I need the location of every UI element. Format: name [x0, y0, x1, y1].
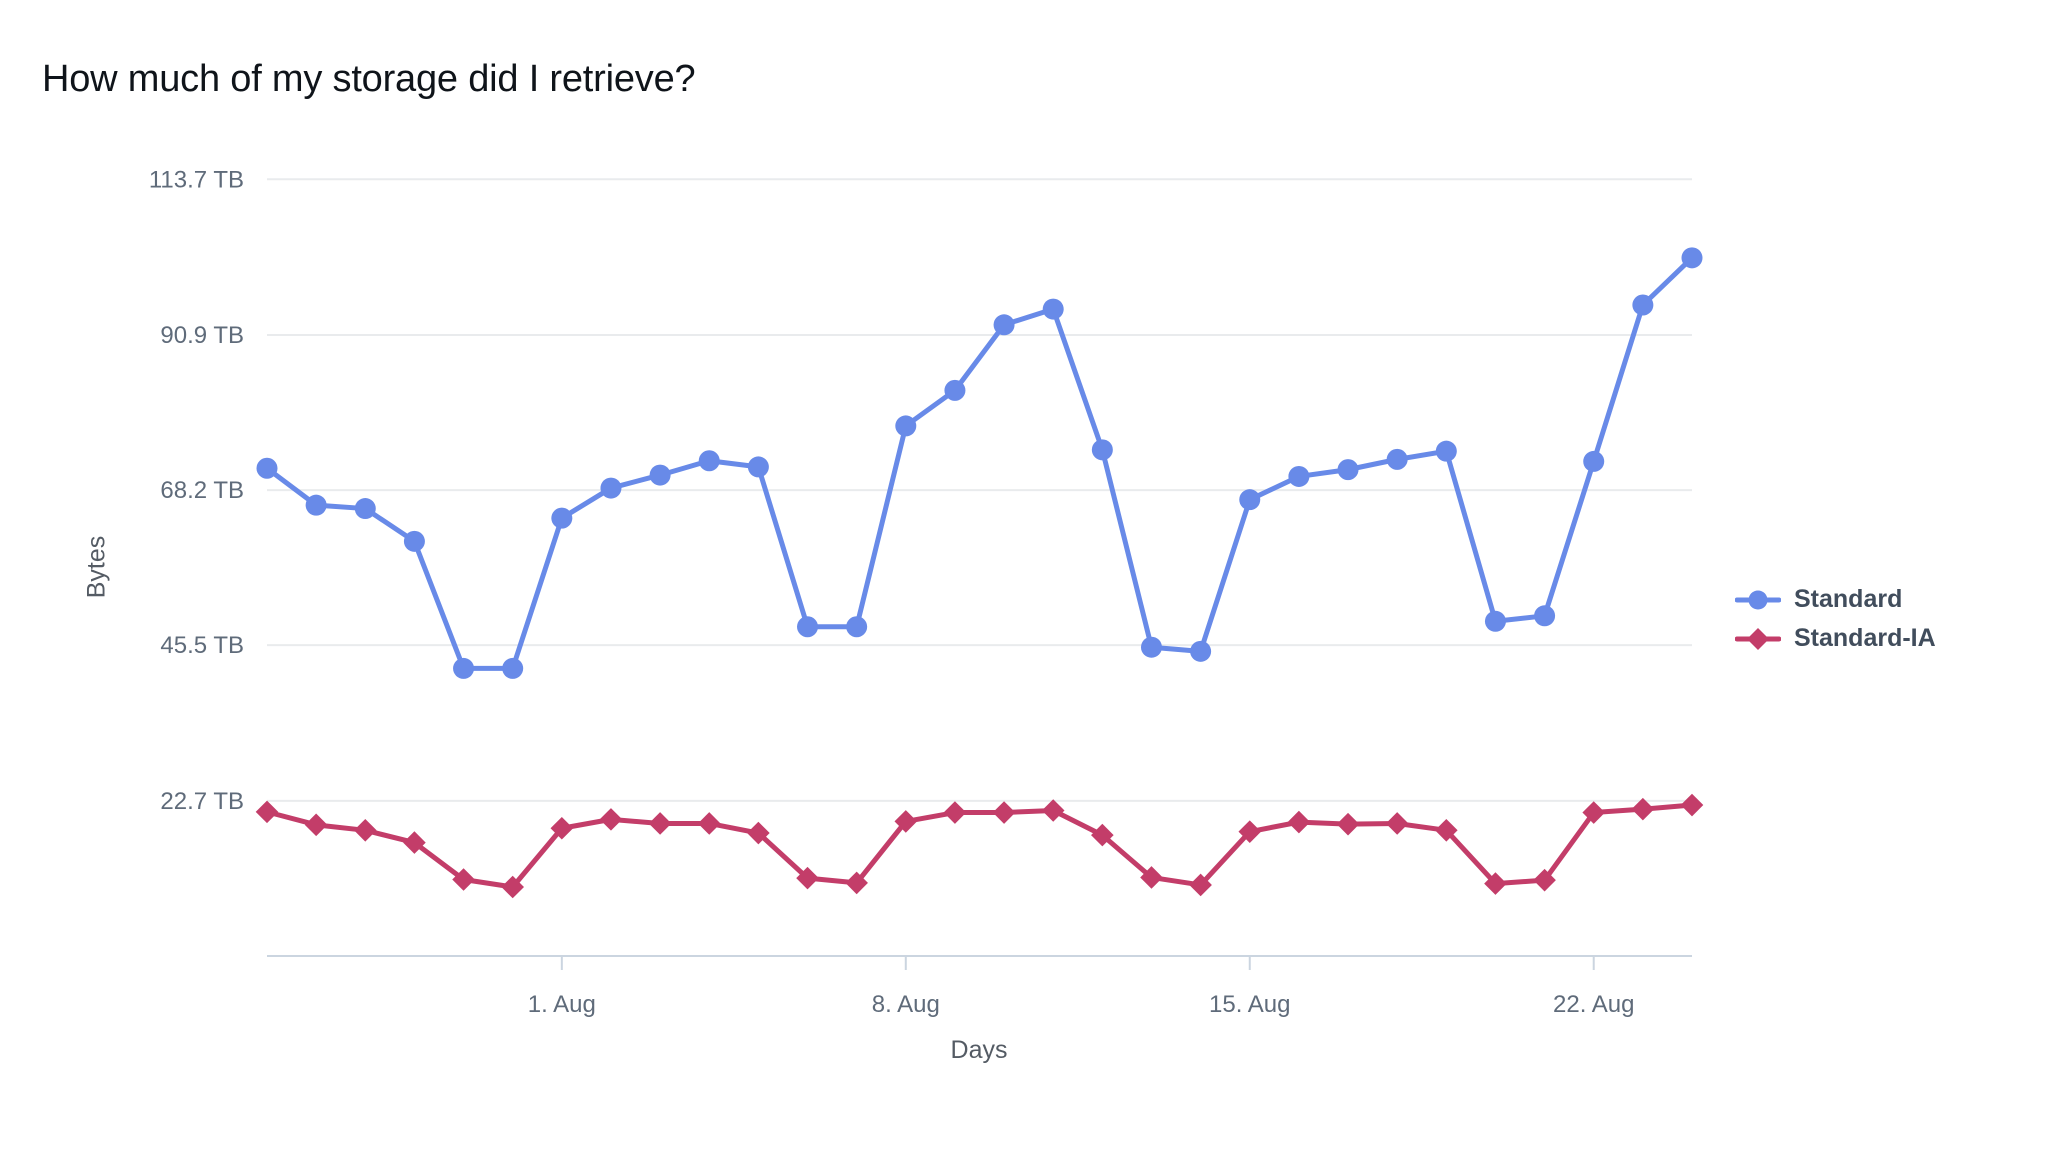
series-standard-point[interactable]	[944, 379, 966, 401]
legend-label-standard-ia: Standard-IA	[1794, 624, 1936, 652]
series-standard-ia-point[interactable]	[992, 801, 1016, 824]
x-tick-label: 22. Aug	[1553, 991, 1634, 1018]
x-axis-title: Days	[950, 1036, 1008, 1064]
series-standard-ia-point[interactable]	[1582, 801, 1606, 824]
series-standard-ia-line	[264, 802, 1695, 890]
series-standard-ia-point[interactable]	[1041, 799, 1065, 822]
series-standard-point[interactable]	[256, 457, 278, 479]
series-standard-ia-point[interactable]	[1189, 873, 1212, 897]
series-standard-ia-point[interactable]	[452, 868, 475, 891]
x-tick-label: 1. Aug	[528, 991, 596, 1018]
legend-item-standard-ia[interactable]: Standard-IA	[1735, 624, 1936, 653]
series-standard-point[interactable]	[1681, 247, 1703, 269]
series-standard-ia-point[interactable]	[1336, 812, 1360, 836]
series-standard-point[interactable]	[305, 494, 327, 516]
series-standard-point[interactable]	[354, 498, 376, 520]
legend-item-standard[interactable]: Standard	[1735, 585, 1936, 614]
series-standard-point[interactable]	[1042, 298, 1064, 320]
series-standard-point[interactable]	[403, 530, 425, 552]
y-axis-title: Bytes	[82, 535, 111, 599]
series-standard-ia-point[interactable]	[648, 812, 672, 835]
series-standard-point[interactable]	[993, 314, 1015, 336]
series-standard-point[interactable]	[502, 657, 524, 679]
series-standard-ia-point[interactable]	[796, 866, 819, 890]
series-standard-ia-point[interactable]	[353, 819, 377, 842]
series-standard-point[interactable]	[453, 657, 475, 679]
series-standard-ia-point[interactable]	[747, 821, 770, 845]
series-standard-point[interactable]	[747, 456, 769, 478]
chart-title: How much of my storage did I retrieve?	[42, 58, 696, 100]
series-standard-point[interactable]	[1632, 294, 1654, 316]
series-standard-ia-point[interactable]	[304, 813, 328, 837]
series-standard-ia-point[interactable]	[1385, 812, 1409, 835]
series-standard-ia-point[interactable]	[1091, 823, 1114, 847]
series-standard-ia-point[interactable]	[1435, 819, 1458, 842]
series-standard-point[interactable]	[649, 464, 671, 486]
legend-marker-circle-icon	[1735, 590, 1781, 609]
series-standard-point[interactable]	[1190, 640, 1212, 662]
series-standard-ia-point[interactable]	[255, 800, 279, 824]
y-tick-label: 90.9 TB	[160, 322, 244, 349]
series-standard-ia-point[interactable]	[845, 871, 868, 895]
series-standard-ia-point[interactable]	[1238, 820, 1262, 843]
series-standard-point[interactable]	[1583, 450, 1605, 472]
series-standard-line	[264, 255, 1695, 671]
series-standard-point[interactable]	[1484, 610, 1506, 632]
series-standard-ia-point[interactable]	[1631, 797, 1655, 821]
series-standard-point[interactable]	[1140, 636, 1162, 658]
series-standard-point[interactable]	[846, 616, 868, 638]
series-standard-point[interactable]	[1534, 605, 1556, 627]
series-standard-point[interactable]	[698, 450, 720, 472]
series-standard-ia-point[interactable]	[697, 812, 721, 835]
y-tick-label: 45.5 TB	[160, 632, 244, 659]
series-standard-point[interactable]	[1091, 439, 1113, 461]
series-standard-ia-point[interactable]	[599, 808, 623, 831]
y-tick-label: 68.2 TB	[160, 477, 244, 504]
series-standard-ia-point[interactable]	[1140, 866, 1163, 889]
series-standard-ia-point[interactable]	[943, 801, 967, 824]
series-standard-ia-point[interactable]	[1533, 868, 1556, 892]
legend-marker-diamond-icon	[1735, 627, 1781, 650]
series-standard-point[interactable]	[1239, 489, 1261, 511]
series-standard-point[interactable]	[600, 477, 622, 499]
series-standard-ia-point[interactable]	[403, 831, 426, 854]
x-tick-label: 15. Aug	[1209, 991, 1290, 1018]
series-standard-ia-point[interactable]	[1680, 793, 1704, 817]
series-standard-ia-point[interactable]	[894, 810, 918, 833]
series-standard-point[interactable]	[1337, 459, 1359, 481]
y-tick-label: 113.7 TB	[149, 166, 244, 193]
series-standard-point[interactable]	[1435, 440, 1457, 462]
series-standard-point[interactable]	[1288, 465, 1310, 487]
series-standard-ia-point[interactable]	[501, 875, 524, 899]
series-standard-ia-point[interactable]	[1287, 810, 1311, 834]
y-tick-label: 22.7 TB	[160, 788, 244, 815]
series-standard-ia-point[interactable]	[1484, 872, 1507, 895]
series-standard-point[interactable]	[551, 507, 573, 529]
x-tick-label: 8. Aug	[872, 991, 940, 1018]
series-standard-point[interactable]	[895, 415, 917, 437]
series-standard-point[interactable]	[797, 616, 819, 638]
series-standard-point[interactable]	[1386, 448, 1408, 470]
series-standard-ia-point[interactable]	[550, 816, 574, 840]
legend-label-standard: Standard	[1794, 585, 1903, 613]
legend: Standard Standard-IA	[1735, 585, 1936, 653]
